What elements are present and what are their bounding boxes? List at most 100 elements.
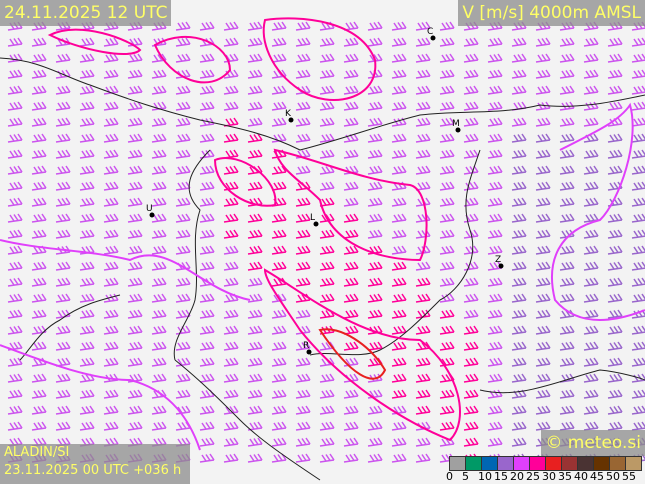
wind-barb: [439, 245, 455, 255]
wind-barb: [415, 101, 431, 111]
wind-barb: [343, 389, 359, 399]
wind-barb: [127, 229, 143, 239]
wind-barb: [247, 85, 263, 95]
wind-barb: [223, 101, 239, 111]
wind-barb: [31, 325, 47, 335]
wind-barb: [79, 277, 95, 287]
wind-barb: [463, 197, 479, 207]
wind-barb: [631, 181, 645, 191]
wind-barb: [583, 197, 599, 207]
wind-barb: [367, 149, 383, 159]
wind-barb: [79, 293, 95, 303]
wind-barb: [103, 357, 119, 367]
legend-tick: 45: [590, 470, 604, 483]
wind-barb: [319, 277, 335, 287]
wind-barb: [607, 165, 623, 175]
wind-barb: [7, 69, 23, 79]
wind-barb: [511, 437, 527, 447]
wind-barb: [463, 293, 479, 303]
wind-barb: [535, 229, 551, 239]
wind-barb: [391, 133, 407, 143]
wind-barb: [7, 37, 23, 47]
wind-barb: [415, 325, 431, 335]
city-marker: [313, 221, 319, 227]
legend-swatch: [482, 457, 498, 470]
wind-barb: [271, 69, 287, 79]
wind-barb: [559, 101, 575, 111]
wind-barb: [79, 101, 95, 111]
wind-barb: [583, 325, 599, 335]
wind-barb: [559, 373, 575, 383]
wind-barb: [79, 85, 95, 95]
wind-barb: [439, 309, 455, 319]
wind-barb: [367, 117, 383, 127]
wind-barb: [583, 341, 599, 351]
wind-barb: [127, 101, 143, 111]
wind-barb: [439, 101, 455, 111]
wind-barb: [463, 165, 479, 175]
wind-barb: [583, 133, 599, 143]
wind-barb: [463, 373, 479, 383]
wind-barb: [391, 421, 407, 431]
wind-barb: [175, 165, 191, 175]
wind-barb: [247, 421, 263, 431]
wind-barb: [391, 309, 407, 319]
wind-barb: [31, 245, 47, 255]
wind-barb: [103, 117, 119, 127]
wind-barb: [367, 37, 383, 47]
wind-barb: [247, 165, 263, 175]
wind-barb: [415, 261, 431, 271]
wind-barb: [535, 37, 551, 47]
wind-barb: [319, 37, 335, 47]
wind-barb: [511, 421, 527, 431]
wind-barb: [343, 261, 359, 271]
city-label: Z: [495, 255, 501, 265]
wind-barb: [607, 341, 623, 351]
wind-barb: [607, 421, 623, 431]
wind-barb: [151, 133, 167, 143]
legend-swatch: [562, 457, 578, 470]
wind-barb: [367, 389, 383, 399]
wind-barb: [103, 69, 119, 79]
wind-barb: [487, 373, 503, 383]
wind-barb: [223, 357, 239, 367]
wind-barb: [367, 405, 383, 415]
wind-barb: [151, 53, 167, 63]
wind-barb: [343, 309, 359, 319]
wind-barb: [271, 181, 287, 191]
wind-barb: [439, 85, 455, 95]
wind-barb: [583, 261, 599, 271]
contour-25: [263, 268, 461, 442]
wind-barb: [631, 373, 645, 383]
wind-barb: [367, 261, 383, 271]
wind-barb: [391, 53, 407, 63]
wind-barb: [223, 69, 239, 79]
wind-barb: [535, 117, 551, 127]
legend-swatch: [578, 457, 594, 470]
wind-barb: [415, 133, 431, 143]
wind-barb: [391, 149, 407, 159]
wind-barb: [391, 453, 407, 463]
wind-barb: [79, 357, 95, 367]
wind-barb: [319, 149, 335, 159]
wind-barb: [607, 229, 623, 239]
wind-barb: [559, 405, 575, 415]
wind-barb: [55, 293, 71, 303]
wind-barb: [367, 421, 383, 431]
wind-barb: [583, 213, 599, 223]
wind-barb: [295, 405, 311, 415]
wind-barb: [439, 357, 455, 367]
model-info: ALADIN/SI 23.11.2025 00 UTC +036 h: [0, 444, 190, 484]
wind-barb: [55, 165, 71, 175]
wind-barb: [343, 181, 359, 191]
legend-swatch: [594, 457, 610, 470]
wind-barb: [607, 117, 623, 127]
wind-barb: [583, 117, 599, 127]
wind-barb: [55, 53, 71, 63]
wind-barb: [199, 405, 215, 415]
contour-20: [0, 344, 201, 451]
wind-barb: [127, 181, 143, 191]
wind-barb: [295, 117, 311, 127]
wind-barb: [247, 149, 263, 159]
wind-barb: [103, 373, 119, 383]
